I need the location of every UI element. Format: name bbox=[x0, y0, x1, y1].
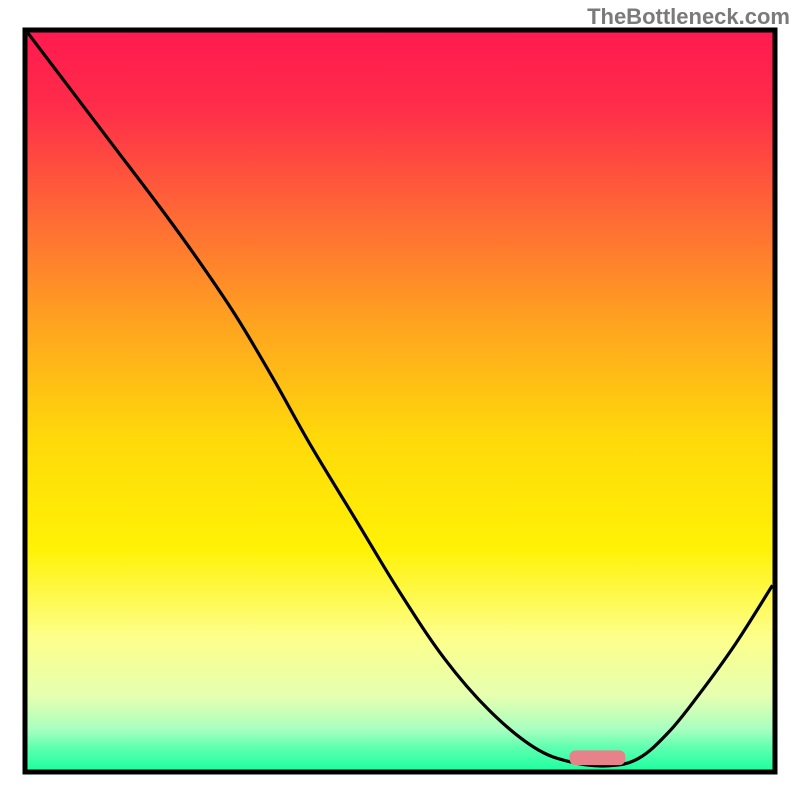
watermark-text: TheBottleneck.com bbox=[587, 4, 790, 30]
chart-container: { "watermark": { "text": "TheBottleneck.… bbox=[0, 0, 800, 800]
bottleneck-chart bbox=[0, 0, 800, 800]
plot-background bbox=[28, 33, 773, 770]
optimum-marker bbox=[569, 750, 625, 765]
